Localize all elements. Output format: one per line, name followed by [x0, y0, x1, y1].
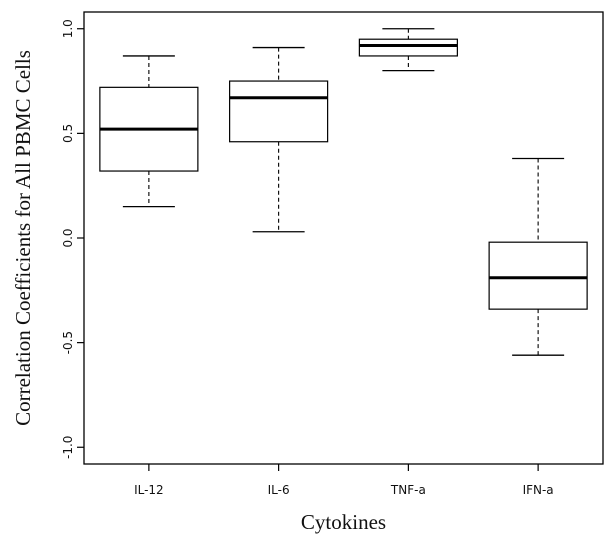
- y-axis: -1.0 -0.5 0.0 0.5 1.0: [61, 19, 84, 459]
- box-il-12: [99, 55, 199, 208]
- y-tick-label: 1.0: [61, 19, 75, 38]
- plot-frame: [83, 11, 604, 465]
- y-tick-label: -0.5: [61, 331, 75, 354]
- x-axis: IL-12 IL-6 TNF-a IFN-a: [134, 464, 554, 497]
- box-tnf-a: [358, 28, 458, 72]
- x-tick-label: IL-6: [268, 483, 290, 497]
- boxes-group: [99, 28, 588, 356]
- iqr-box: [488, 241, 588, 310]
- y-tick-label: -1.0: [61, 436, 75, 459]
- iqr-box: [358, 38, 458, 57]
- y-tick-label: 0.5: [61, 124, 75, 143]
- x-axis-title: Cytokines: [301, 510, 386, 534]
- y-axis-title: Correlation Coefficients for All PBMC Ce…: [11, 50, 35, 426]
- x-tick-label: IFN-a: [523, 483, 554, 497]
- x-tick-label: IL-12: [134, 483, 164, 497]
- box-ifn-a: [488, 157, 588, 356]
- iqr-box: [229, 80, 329, 143]
- x-tick-label: TNF-a: [390, 483, 426, 497]
- box-il-6: [229, 46, 329, 233]
- y-tick-label: 0.0: [61, 228, 75, 247]
